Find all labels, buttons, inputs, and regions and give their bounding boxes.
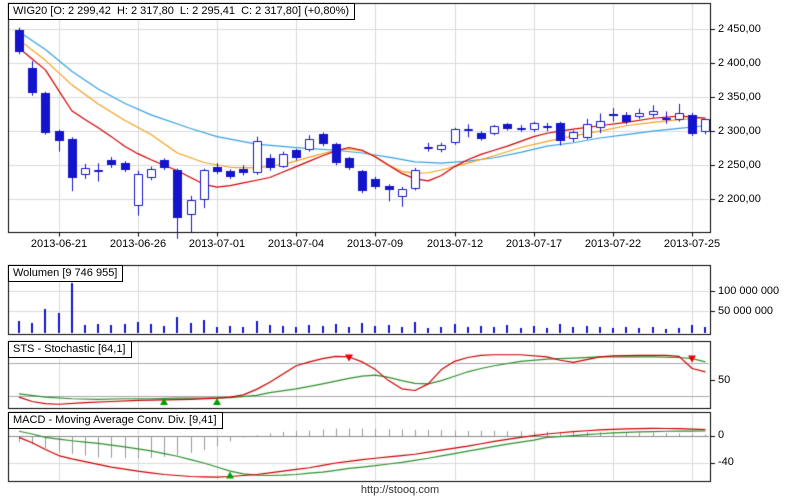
footer-url: http://stooq.com <box>360 484 440 496</box>
price-axis-label: 2 250,00 <box>718 159 761 171</box>
main-panel-title: WIG20 [O: 2 299,42 H: 2 317,80 L: 2 295,… <box>8 3 356 20</box>
price-axis-label: 2 350,00 <box>718 91 761 103</box>
date-axis-label: 2013-07-01 <box>188 238 246 250</box>
date-axis-label: 2013-07-04 <box>267 238 325 250</box>
date-axis-label: 2013-07-17 <box>505 238 563 250</box>
date-axis-label: 2013-07-12 <box>426 238 484 250</box>
date-axis-label: 2013-07-09 <box>346 238 404 250</box>
volume-axis-label: 50 000 000 <box>718 305 774 317</box>
macd-axis-label: 0 <box>718 429 725 441</box>
volume-axis-label: 100 000 000 <box>718 285 780 297</box>
volume-panel-title: Wolumen [9 746 955] <box>8 265 124 282</box>
macd-panel-title: MACD - Moving Average Conv. Div. [9,41] <box>8 412 223 429</box>
price-axis-label: 2 450,00 <box>718 23 761 35</box>
price-axis-label: 2 300,00 <box>718 125 761 137</box>
price-axis-label: 2 200,00 <box>718 193 761 205</box>
date-axis-label: 2013-06-21 <box>30 238 88 250</box>
sts-axis-label: 50 <box>718 374 731 386</box>
date-axis-label: 2013-06-26 <box>109 238 167 250</box>
macd-axis-label: -40 <box>718 456 734 468</box>
sts-panel-title: STS - Stochastic [64,1] <box>8 341 132 358</box>
date-axis-label: 2013-07-22 <box>584 238 642 250</box>
date-axis-label: 2013-07-25 <box>663 238 721 250</box>
price-axis-label: 2 400,00 <box>718 57 761 69</box>
